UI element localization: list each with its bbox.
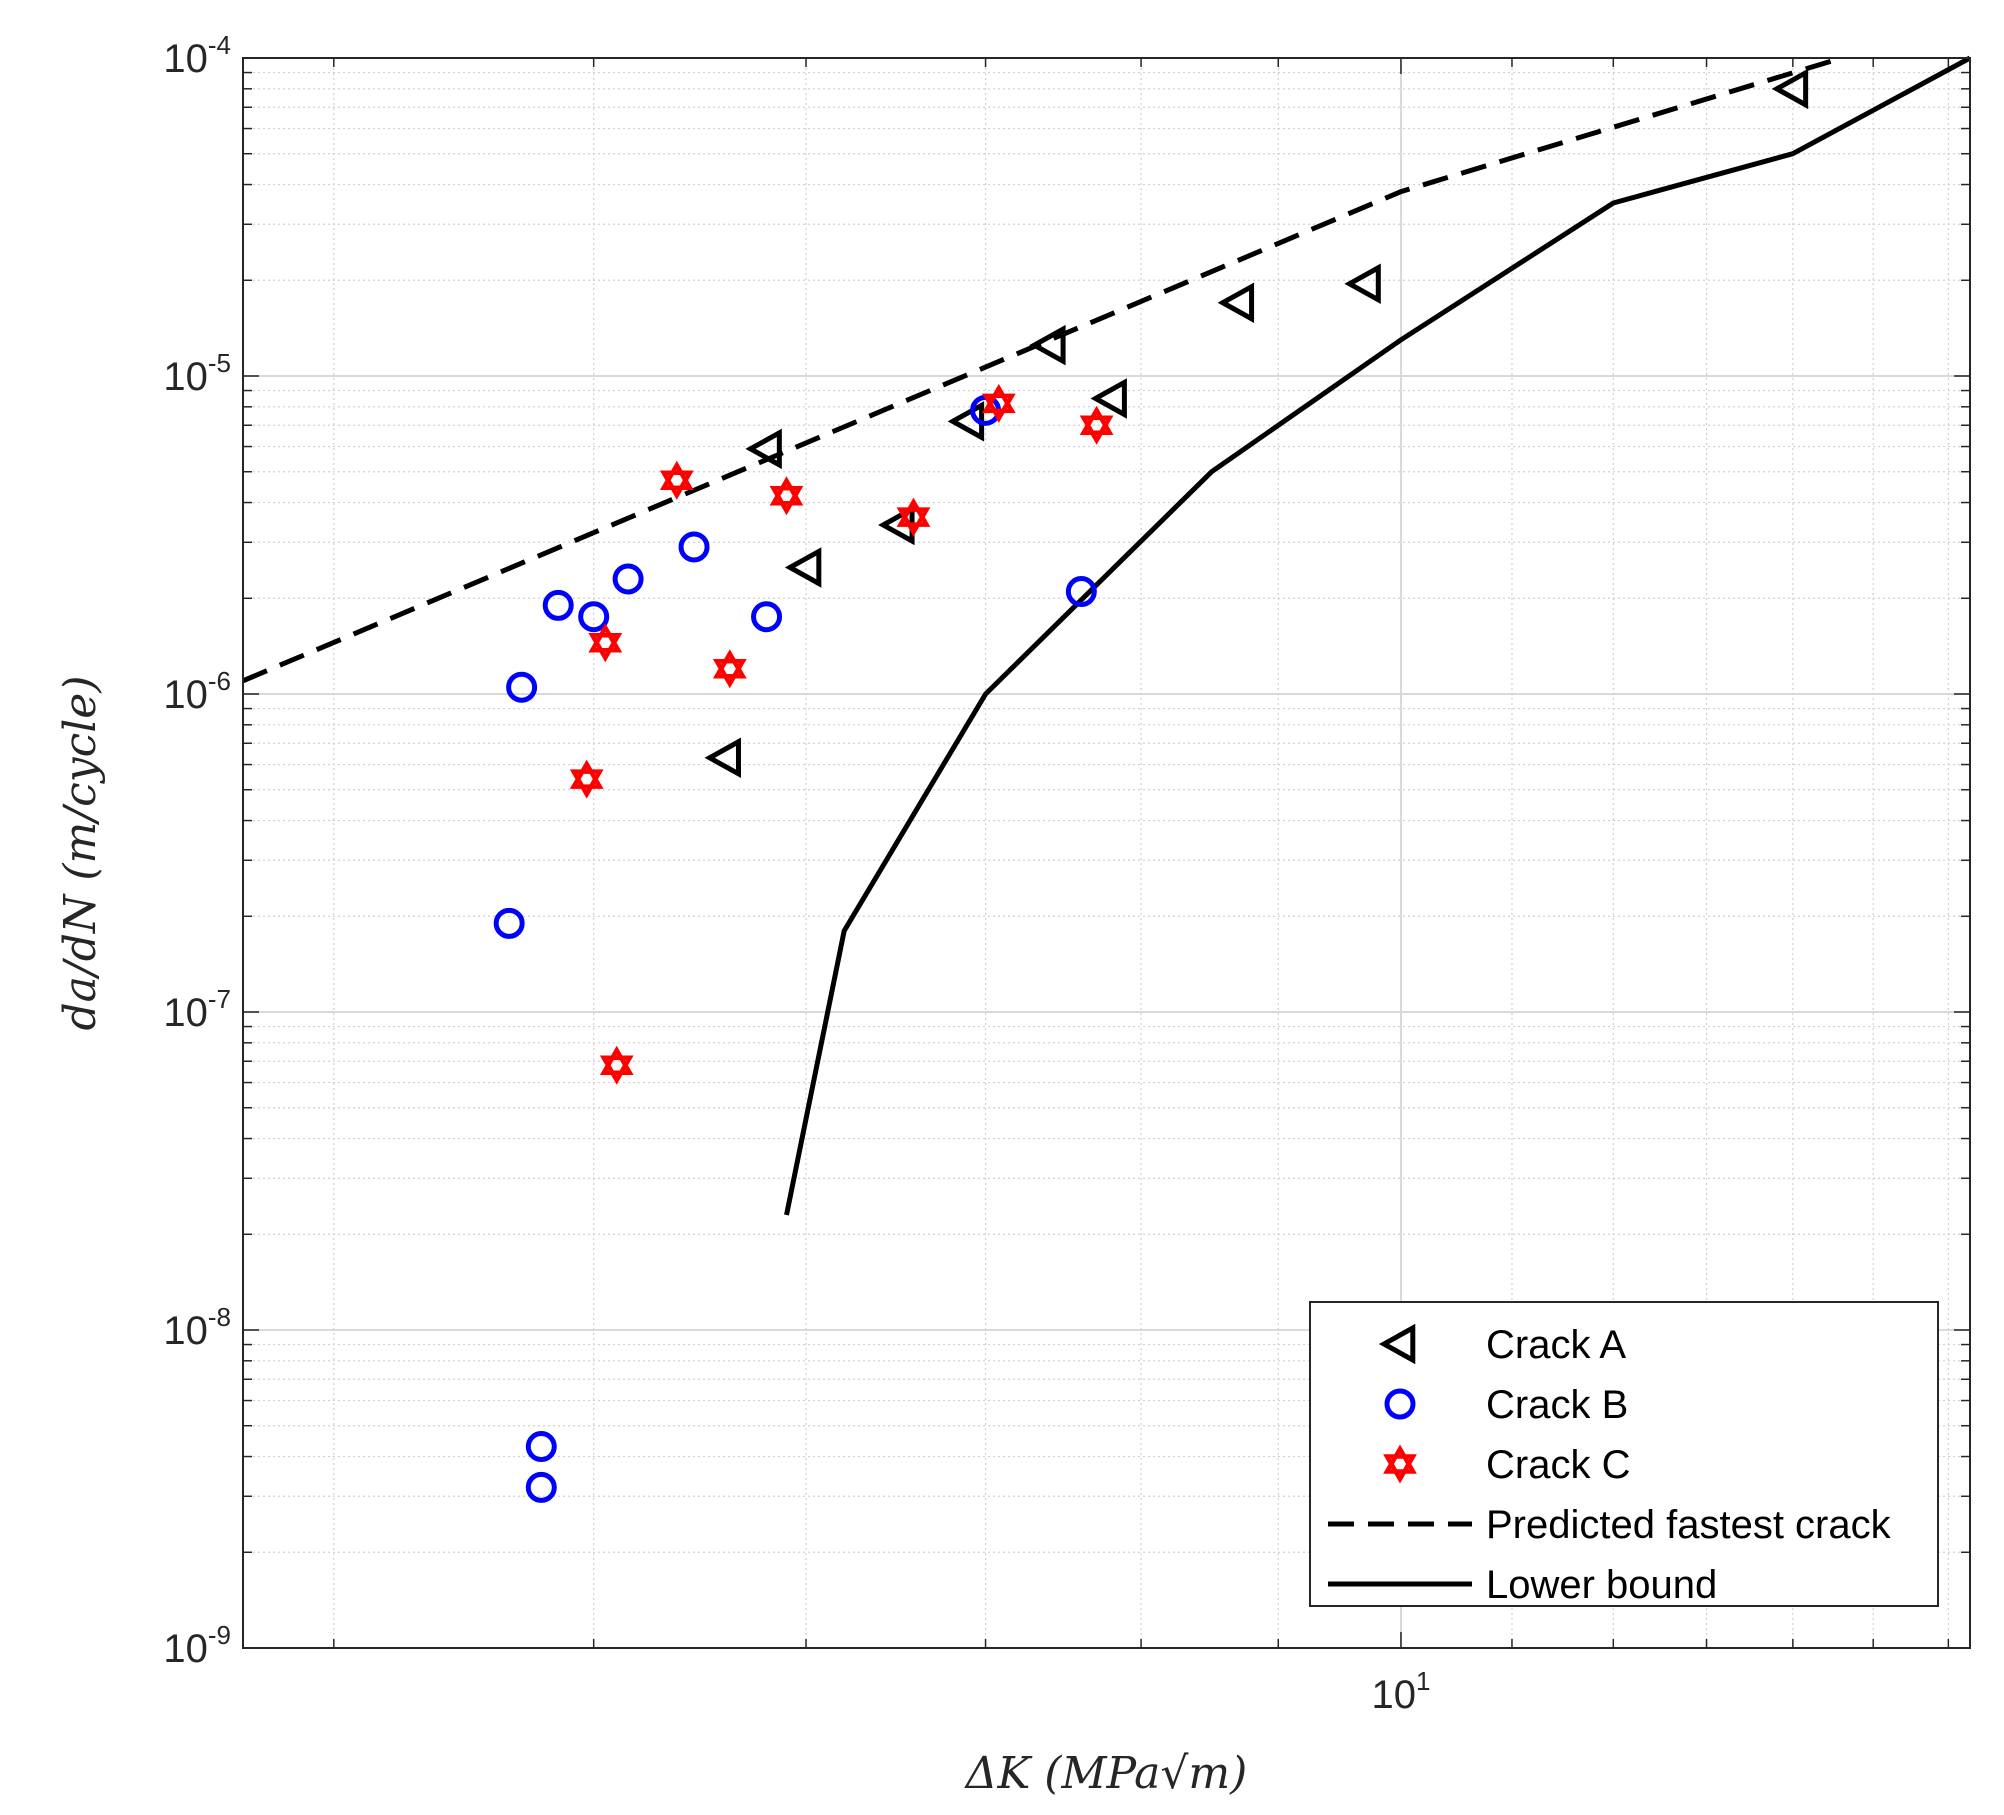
crack-b-point bbox=[678, 531, 710, 563]
axis-ticks bbox=[243, 57, 1970, 1649]
legend: Crack A Crack B Crack C Predicted fastest c… bbox=[1309, 1301, 1939, 1607]
axis-labels: 10-4 10-5 10-6 10-7 10-8 10-9 101 ΔK (MPa√m) da/… bbox=[55, 30, 1430, 1799]
hexagram-down-triangle bbox=[981, 393, 1016, 423]
hexagram-up-triangle bbox=[599, 1045, 634, 1076]
crack-c-point bbox=[588, 623, 623, 663]
legend-label: Crack B bbox=[1486, 1383, 1628, 1427]
grid bbox=[243, 57, 1970, 1649]
lower-bound-line bbox=[784, 55, 1972, 1216]
crack-c-point bbox=[1079, 405, 1114, 445]
y-tick-label: 10-7 bbox=[163, 984, 231, 1035]
x-axis-label: ΔK (MPa√m) bbox=[964, 1748, 1248, 1799]
hexagram-down-triangle bbox=[1079, 415, 1114, 445]
hexagram-up-triangle bbox=[896, 497, 931, 527]
legend-entry-lower-bound: Lower bound bbox=[1328, 1563, 1717, 1607]
crack-b-point bbox=[612, 563, 644, 595]
legend-label: Crack A bbox=[1486, 1323, 1626, 1367]
legend-label: Crack C bbox=[1486, 1443, 1630, 1487]
crack-a-point bbox=[1217, 282, 1255, 323]
legend-entry-predicted-fastest-crack: Predicted fastest crack bbox=[1328, 1503, 1892, 1547]
legend-marker-crack-c bbox=[1383, 1444, 1417, 1484]
crack-a-point bbox=[1029, 324, 1066, 366]
plot-area bbox=[242, 55, 1972, 1503]
hexagram-down-triangle bbox=[599, 1055, 634, 1085]
hexagram-down-triangle bbox=[712, 659, 747, 689]
x-tick-label: 101 bbox=[1371, 1666, 1430, 1717]
hexagram-up-triangle bbox=[712, 649, 747, 679]
crack-b-point bbox=[493, 907, 525, 939]
crack-b-point bbox=[525, 1431, 557, 1463]
crack-c-point bbox=[569, 759, 604, 799]
crack-a-point bbox=[745, 428, 782, 470]
crack-b-point bbox=[1065, 576, 1097, 608]
hexagram-up-triangle bbox=[588, 623, 623, 653]
hexagram-up-triangle bbox=[769, 476, 804, 506]
crack-c-point bbox=[769, 476, 804, 516]
crack-c-point bbox=[599, 1045, 634, 1085]
hexagram-up-triangle bbox=[981, 383, 1016, 414]
crack-a-point bbox=[784, 547, 822, 588]
y-tick-label: 10-6 bbox=[163, 666, 231, 717]
legend-entry-crack-b: Crack B bbox=[1384, 1383, 1628, 1427]
y-tick-label: 10-5 bbox=[163, 348, 231, 399]
hexagram-down-triangle bbox=[659, 470, 694, 500]
crack-c-point bbox=[659, 460, 694, 500]
y-tick-label: 10-9 bbox=[163, 1620, 231, 1671]
crack-b-point bbox=[542, 589, 574, 621]
legend-marker-crack-b bbox=[1384, 1388, 1416, 1420]
hexagram-up-triangle bbox=[1383, 1444, 1417, 1474]
hexagram-up-triangle bbox=[569, 759, 604, 789]
hexagram-down-triangle bbox=[896, 507, 931, 537]
y-tick-label: 10-8 bbox=[163, 1302, 231, 1353]
hexagram-down-triangle bbox=[1383, 1454, 1417, 1484]
hexagram-up-triangle bbox=[1079, 405, 1114, 436]
legend-label: Predicted fastest crack bbox=[1486, 1503, 1892, 1547]
crack-b-point bbox=[751, 601, 783, 633]
crack-a-point bbox=[704, 737, 741, 779]
hexagram-up-triangle bbox=[659, 460, 694, 491]
legend-entry-crack-a: Crack A bbox=[1378, 1323, 1626, 1367]
crack-a-point bbox=[1090, 378, 1127, 419]
hexagram-down-triangle bbox=[588, 632, 623, 663]
crack-c-point bbox=[896, 497, 931, 537]
y-tick-label: 10-4 bbox=[163, 30, 231, 81]
y-axis-label: da/dN (m/cycle) bbox=[55, 675, 106, 1030]
legend-entry-crack-c: Crack C bbox=[1383, 1443, 1630, 1487]
crack-c-point bbox=[981, 383, 1016, 423]
legend-marker-crack-a bbox=[1378, 1323, 1416, 1365]
crack-b-point bbox=[525, 1471, 557, 1503]
crack-a-point bbox=[1344, 263, 1381, 305]
predicted-fastest-crack-line bbox=[242, 55, 1843, 684]
crack-c-point bbox=[712, 649, 747, 689]
hexagram-down-triangle bbox=[569, 769, 604, 799]
crack-b-point bbox=[506, 671, 538, 703]
crack-b-point bbox=[578, 601, 610, 633]
legend-label: Lower bound bbox=[1486, 1563, 1717, 1607]
crack-a-point bbox=[1771, 68, 1809, 110]
hexagram-down-triangle bbox=[769, 486, 804, 516]
axes-box bbox=[242, 57, 1971, 1649]
